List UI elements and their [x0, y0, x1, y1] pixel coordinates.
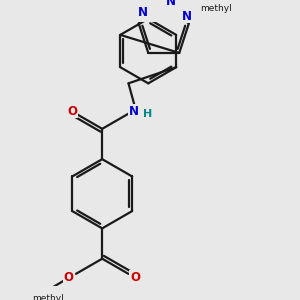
Text: N: N	[166, 0, 176, 8]
Text: N: N	[182, 10, 192, 23]
Text: methyl: methyl	[200, 4, 232, 13]
Text: O: O	[130, 271, 140, 284]
Text: methyl: methyl	[32, 294, 63, 300]
Text: N: N	[129, 104, 139, 118]
Text: N: N	[138, 6, 148, 19]
Text: O: O	[64, 271, 74, 284]
Text: O: O	[67, 104, 77, 118]
Text: H: H	[143, 109, 152, 119]
